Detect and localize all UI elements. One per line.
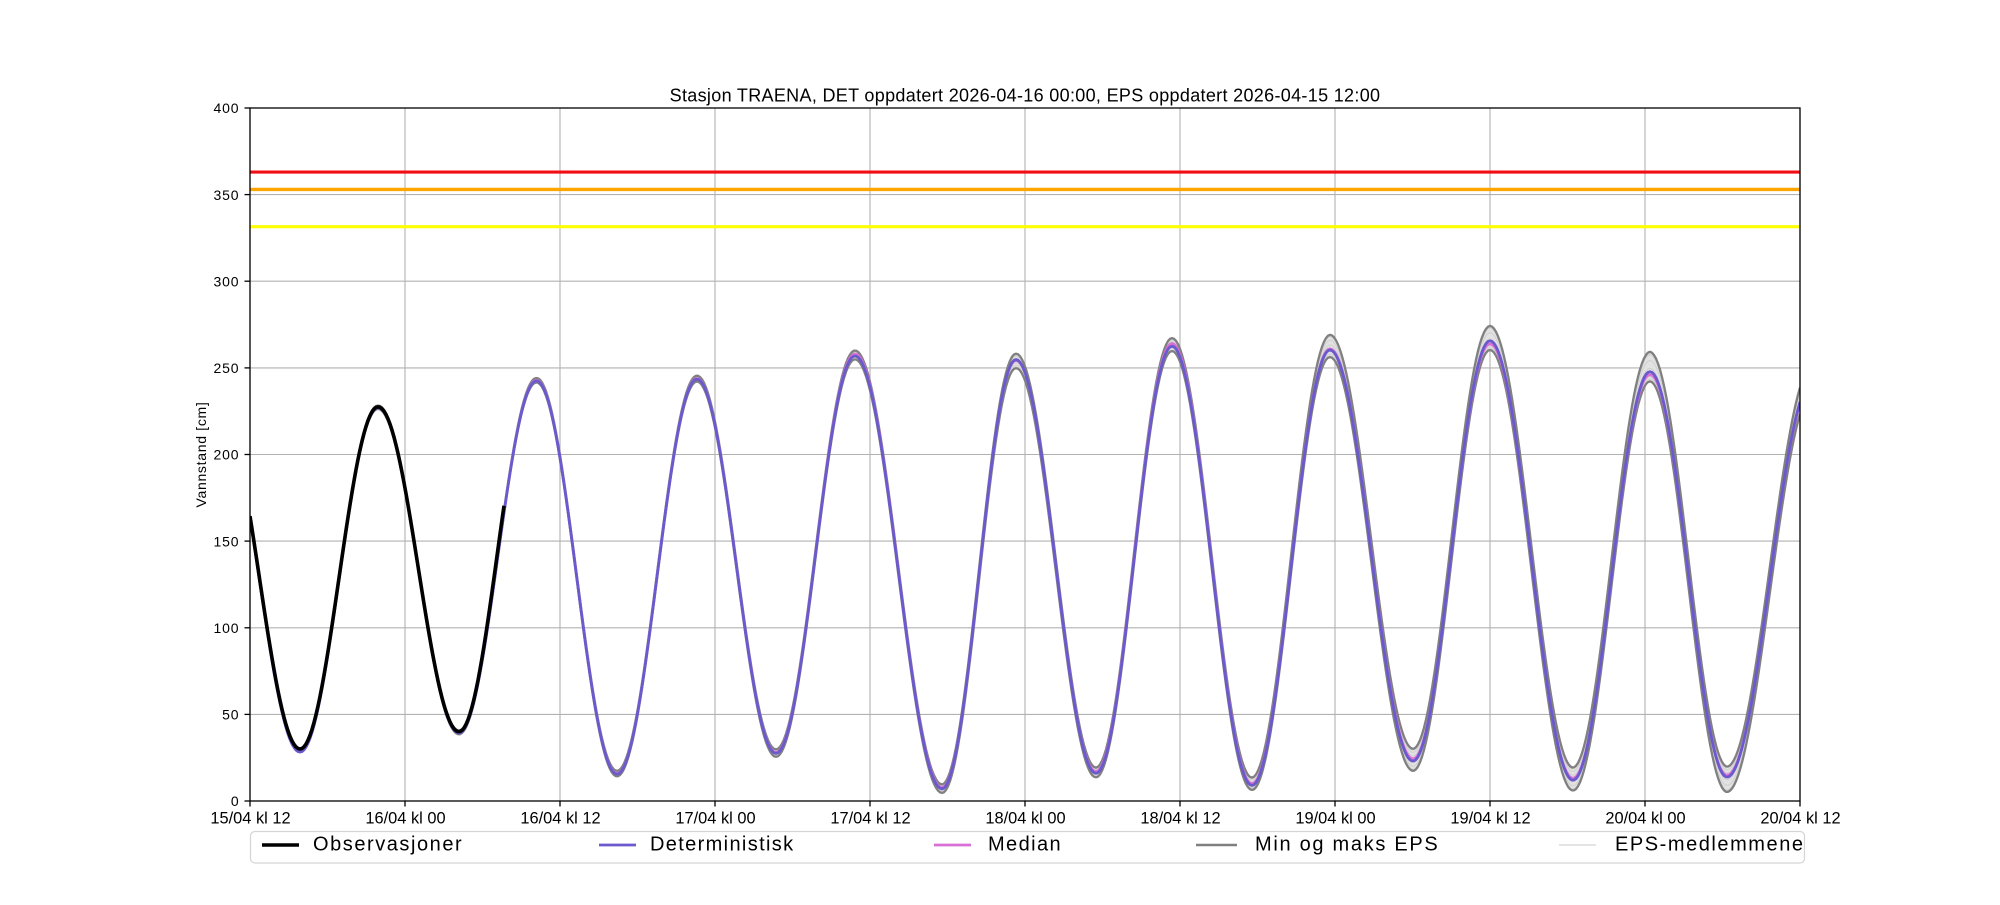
svg-text:Observasjoner: Observasjoner xyxy=(313,834,463,856)
svg-text:20/04 kl 12: 20/04 kl 12 xyxy=(1760,810,1840,828)
svg-text:19/04 kl 12: 19/04 kl 12 xyxy=(1450,810,1530,828)
svg-text:350: 350 xyxy=(213,187,239,203)
svg-text:50: 50 xyxy=(222,707,239,723)
svg-text:400: 400 xyxy=(213,100,239,116)
svg-text:Deterministisk: Deterministisk xyxy=(650,834,794,856)
svg-text:18/04 kl 12: 18/04 kl 12 xyxy=(1140,810,1220,828)
svg-text:100: 100 xyxy=(213,620,239,636)
svg-text:150: 150 xyxy=(213,533,239,549)
svg-text:Vannstand [cm]: Vannstand [cm] xyxy=(193,401,209,507)
svg-text:19/04 kl 00: 19/04 kl 00 xyxy=(1295,810,1375,828)
svg-text:Stasjon TRAENA, DET oppdatert: Stasjon TRAENA, DET oppdatert 2026-04-16… xyxy=(670,86,1381,106)
svg-text:Median: Median xyxy=(988,834,1062,856)
svg-text:17/04 kl 12: 17/04 kl 12 xyxy=(830,810,910,828)
svg-text:0: 0 xyxy=(231,793,240,809)
svg-text:20/04 kl 00: 20/04 kl 00 xyxy=(1605,810,1685,828)
svg-text:18/04 kl 00: 18/04 kl 00 xyxy=(985,810,1065,828)
svg-text:200: 200 xyxy=(213,447,239,463)
svg-text:300: 300 xyxy=(213,273,239,289)
svg-text:16/04 kl 12: 16/04 kl 12 xyxy=(520,810,600,828)
svg-text:17/04 kl 00: 17/04 kl 00 xyxy=(675,810,755,828)
svg-text:Min og maks EPS: Min og maks EPS xyxy=(1255,834,1439,856)
svg-text:250: 250 xyxy=(213,360,239,376)
svg-text:15/04 kl 12: 15/04 kl 12 xyxy=(210,810,290,828)
svg-text:16/04 kl 00: 16/04 kl 00 xyxy=(365,810,445,828)
svg-text:EPS-medlemmene: EPS-medlemmene xyxy=(1615,834,1805,856)
